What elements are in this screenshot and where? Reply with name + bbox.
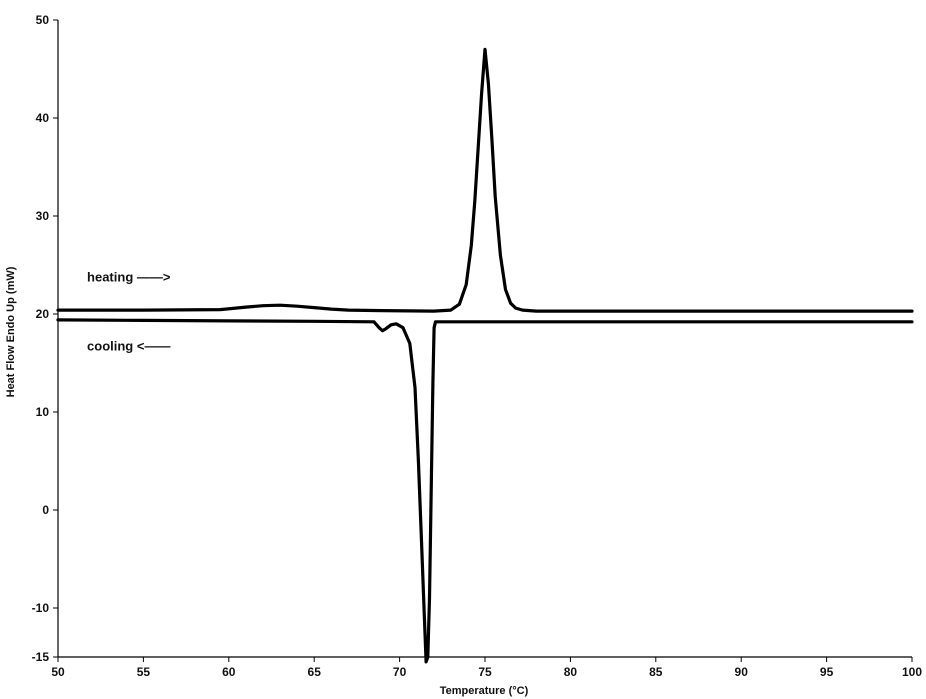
series-line-heating <box>56 47 914 313</box>
y-tick-label: 0 <box>42 503 49 517</box>
x-tick-label: 50 <box>51 665 65 679</box>
x-tick-label: 100 <box>902 665 922 679</box>
annotation-label: cooling <—— <box>87 338 170 353</box>
x-tick-label: 65 <box>308 665 322 679</box>
y-tick-label: -15 <box>32 650 50 664</box>
x-tick-label: 85 <box>649 665 663 679</box>
x-tick-label: 80 <box>564 665 578 679</box>
x-tick-label: 60 <box>222 665 236 679</box>
x-tick-label: 95 <box>820 665 834 679</box>
y-tick-label: 10 <box>36 405 50 419</box>
plot-area <box>56 47 914 664</box>
y-tick-label: 30 <box>36 209 50 223</box>
annotation-label: heating ——> <box>87 270 171 285</box>
x-tick-label: 75 <box>478 665 492 679</box>
x-tick-label: 90 <box>735 665 749 679</box>
annotations: heating ——> cooling <—— <box>87 270 171 354</box>
x-tick-label: 55 <box>137 665 151 679</box>
x-tick-label: 70 <box>393 665 407 679</box>
series-line-cooling <box>56 318 914 664</box>
axes: 50 55 60 65 70 75 80 85 90 95 100 -15 -10 0 10 20 30 40 50 <box>32 13 923 679</box>
y-tick-label: -10 <box>32 601 50 615</box>
x-axis-title: Temperature (°C) <box>440 685 529 697</box>
y-tick-label: 20 <box>36 307 50 321</box>
y-tick-label: 40 <box>36 111 50 125</box>
y-tick-label: 50 <box>36 13 50 27</box>
y-axis-title: Heat Flow Endo Up (mW) <box>5 266 17 397</box>
